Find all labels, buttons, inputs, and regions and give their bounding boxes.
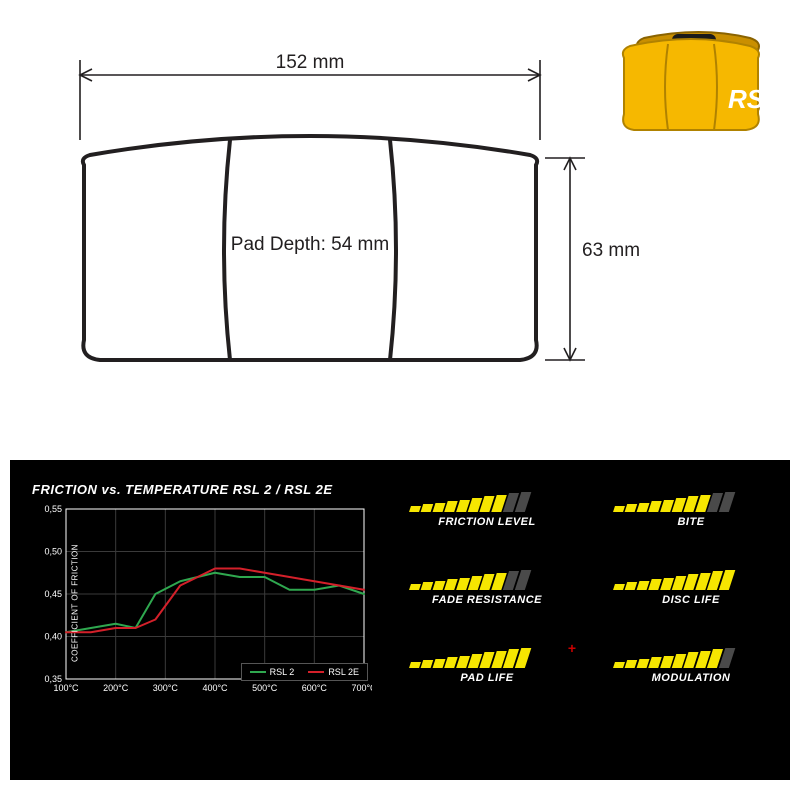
svg-text:100°C: 100°C (53, 683, 79, 693)
legend-item: RSL 2E (308, 667, 359, 677)
rating-label: FRICTION LEVEL (410, 516, 564, 528)
height-dimension-label: 63 mm (582, 240, 640, 262)
rating-disc-life: DISC LIFE (614, 568, 768, 606)
rating-friction-level: FRICTION LEVEL (410, 490, 564, 528)
rating-label: DISC LIFE (614, 594, 768, 606)
pad-drawing-svg: 152 mm Pad Depth: 54 mm (50, 40, 590, 430)
product-thumbnail: RSL (612, 18, 782, 138)
svg-text:600°C: 600°C (302, 683, 328, 693)
product-thumb-svg: RSL (612, 18, 782, 138)
rating-bite: BITE (614, 490, 768, 528)
rating-label: BITE (614, 516, 768, 528)
svg-text:500°C: 500°C (252, 683, 278, 693)
pad-depth-label: Pad Depth: 54 mm (231, 234, 389, 255)
chart-legend: RSL 2 RSL 2E (241, 663, 368, 681)
svg-text:0,55: 0,55 (44, 504, 62, 514)
rating-pad-life: +PAD LIFE (410, 646, 564, 684)
rating-label: MODULATION (614, 672, 768, 684)
rating-label: FADE RESISTANCE (410, 594, 564, 606)
svg-text:700°C: 700°C (351, 683, 372, 693)
pad-technical-drawing: 152 mm Pad Depth: 54 mm (50, 40, 590, 430)
svg-text:0,40: 0,40 (44, 632, 62, 642)
svg-text:0,50: 0,50 (44, 547, 62, 557)
svg-text:0,45: 0,45 (44, 589, 62, 599)
ratings-grid: FRICTION LEVEL BITE FADE RESISTANCE DISC LI… (410, 490, 768, 684)
rating-modulation: MODULATION (614, 646, 768, 684)
rating-label: PAD LIFE (410, 672, 564, 684)
product-logo-text: RSL (728, 84, 780, 114)
width-dimension-label: 152 mm (276, 52, 345, 73)
svg-text:300°C: 300°C (153, 683, 179, 693)
svg-text:200°C: 200°C (103, 683, 129, 693)
chart-ylabel: COEFFICIENT OF FRICTION (71, 544, 80, 662)
svg-text:400°C: 400°C (202, 683, 228, 693)
friction-chart: COEFFICIENT OF FRICTION 0,350,400,450,50… (32, 503, 372, 703)
legend-item: RSL 2 (250, 667, 295, 677)
performance-panel: FRICTION vs. TEMPERATURE RSL 2 / RSL 2E … (10, 460, 790, 780)
rating-plus-icon: + (568, 640, 576, 656)
rating-fade-resistance: FADE RESISTANCE (410, 568, 564, 606)
